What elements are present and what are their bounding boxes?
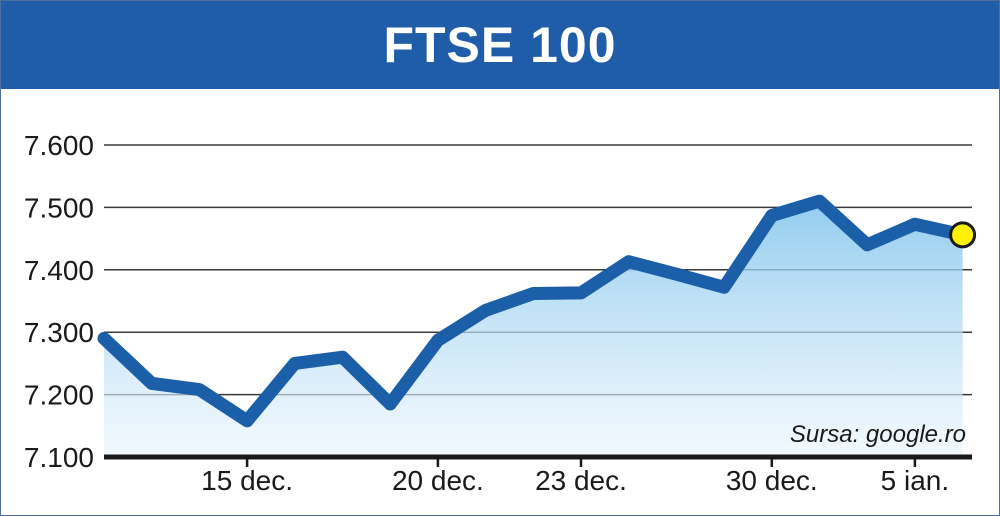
x-tick-label-7: 20 dec.	[392, 465, 484, 496]
y-tick-label-7400: 7.400	[24, 255, 94, 286]
source-note: Sursa: google.ro	[790, 421, 966, 448]
area-fill	[104, 201, 963, 457]
x-tick-labels: 15 dec.20 dec.23 dec.30 dec.5 ian.10 ian…	[201, 465, 950, 496]
series-line-layer	[97, 194, 970, 428]
x-axis	[104, 454, 972, 467]
x-tick-label-14: 30 dec.	[726, 465, 818, 496]
chart-header: FTSE 100	[1, 1, 999, 89]
y-tick-label-7300: 7.300	[24, 317, 94, 348]
data-points	[949, 221, 977, 249]
x-tick-label-3: 15 dec.	[201, 465, 293, 496]
x-tick-label-10: 23 dec.	[535, 465, 627, 496]
series-line	[97, 194, 970, 428]
y-tick-label-7200: 7.200	[24, 380, 94, 411]
last-point-marker	[949, 221, 977, 249]
y-tick-label-7600: 7.600	[24, 130, 94, 161]
area-fill-layer	[104, 201, 963, 457]
y-tick-label-7500: 7.500	[24, 192, 94, 223]
chart-title: FTSE 100	[383, 17, 617, 73]
x-tick-label-17: 5 ian.	[881, 465, 950, 496]
y-tick-label-7100: 7.100	[24, 442, 94, 473]
y-tick-labels: 7.100 7.200 7.300 7.400 7.500 7.600	[24, 130, 94, 473]
